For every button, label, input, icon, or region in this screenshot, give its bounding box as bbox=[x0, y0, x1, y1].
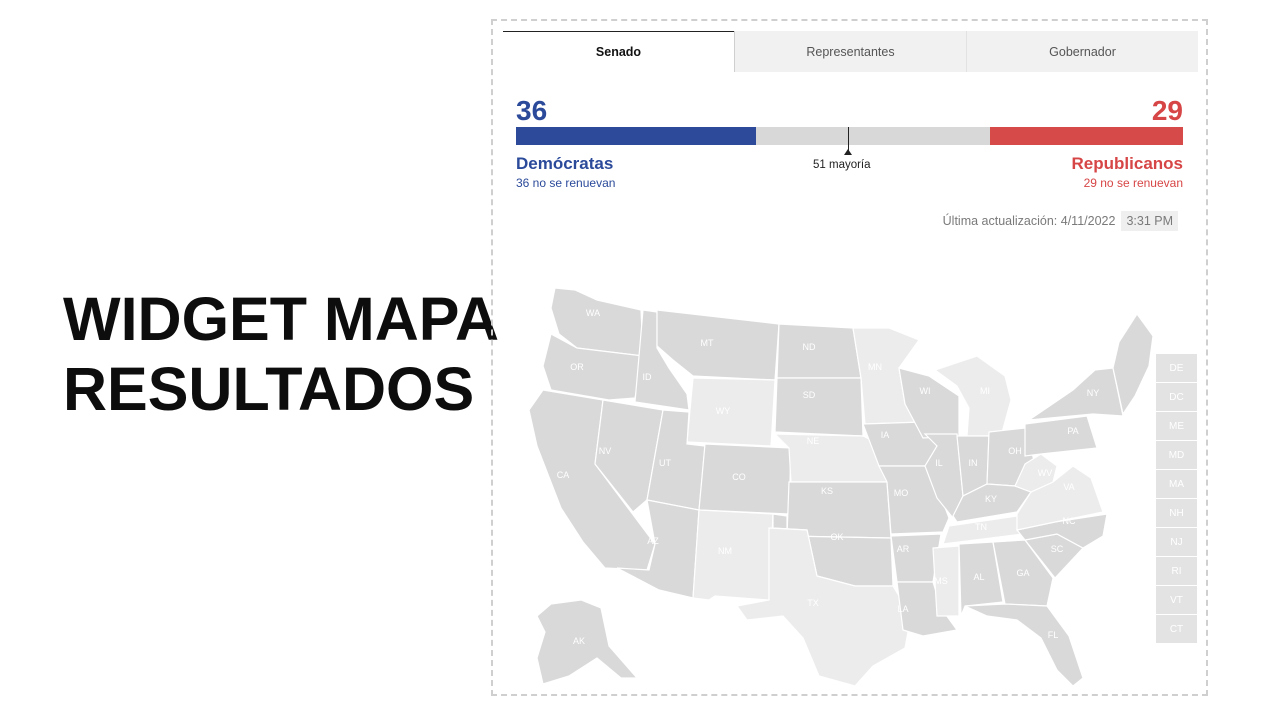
state-label-mi: MI bbox=[980, 386, 990, 396]
state-label-mo: MO bbox=[894, 488, 909, 498]
state-label-ne: NE bbox=[807, 436, 820, 446]
tab-representantes[interactable]: Representantes bbox=[734, 31, 966, 72]
last-updated-label: Última actualización: 4/11/2022 bbox=[942, 214, 1116, 228]
state-label-ut: UT bbox=[659, 458, 671, 468]
state-tx[interactable] bbox=[735, 527, 912, 686]
state-al[interactable] bbox=[958, 541, 1004, 617]
state-nm[interactable] bbox=[692, 509, 774, 601]
small-states-list: DE DC ME MD MA NH NJ RI VT CT bbox=[1156, 354, 1197, 644]
state-label-il: IL bbox=[935, 458, 943, 468]
state-label-az: AZ bbox=[647, 536, 659, 546]
state-label-sd: SD bbox=[803, 390, 816, 400]
hero-title: WIDGET MAPA RESULTADOS bbox=[63, 284, 499, 424]
state-pa[interactable] bbox=[1024, 415, 1098, 457]
hero-title-line1: WIDGET MAPA bbox=[63, 285, 499, 353]
dem-not-up-label: 36 no se renuevan bbox=[516, 176, 616, 190]
state-label-in: IN bbox=[969, 458, 978, 468]
state-label-fl: FL bbox=[1048, 630, 1059, 640]
state-label-mt: MT bbox=[701, 338, 714, 348]
small-state-ma[interactable]: MA bbox=[1156, 470, 1197, 498]
state-label-ms: MS bbox=[934, 576, 948, 586]
state-label-sc: SC bbox=[1051, 544, 1064, 554]
state-label-wy: WY bbox=[716, 406, 731, 416]
state-label-nd: ND bbox=[803, 342, 816, 352]
state-label-ia: IA bbox=[881, 430, 890, 440]
us-map: WA OR CA ID NV MT WY UT AZ CO NM ND SD NE KS OK TX MN IA MO… bbox=[528, 287, 1154, 686]
state-label-la: LA bbox=[897, 604, 908, 614]
majority-label: 51 mayoría bbox=[813, 159, 871, 171]
state-mt[interactable] bbox=[656, 309, 780, 381]
tab-senado[interactable]: Senado bbox=[503, 31, 734, 72]
state-label-al: AL bbox=[973, 572, 984, 582]
majority-triangle-icon bbox=[844, 149, 852, 155]
state-ne-cluster[interactable] bbox=[1112, 312, 1154, 416]
state-label-ks: KS bbox=[821, 486, 833, 496]
state-va[interactable] bbox=[1016, 465, 1104, 531]
dem-party-name: Demócratas bbox=[516, 154, 614, 173]
small-state-dc[interactable]: DC bbox=[1156, 383, 1197, 411]
small-state-nh[interactable]: NH bbox=[1156, 499, 1197, 527]
majority-marker bbox=[848, 127, 849, 151]
state-label-id: ID bbox=[643, 372, 653, 382]
state-label-or: OR bbox=[570, 362, 584, 372]
state-label-nc: NC bbox=[1063, 516, 1076, 526]
rep-not-up-label: 29 no se renuevan bbox=[1083, 176, 1183, 190]
state-label-ak: AK bbox=[573, 636, 585, 646]
state-label-tx: TX bbox=[807, 598, 819, 608]
state-label-nv: NV bbox=[599, 446, 612, 456]
hero-title-line2: RESULTADOS bbox=[63, 355, 475, 423]
results-map-widget: Senado Representantes Gobernador 36 29 5… bbox=[491, 19, 1208, 696]
state-label-ca: CA bbox=[557, 470, 570, 480]
last-updated-time: 3:31 PM bbox=[1121, 211, 1178, 231]
state-label-va: VA bbox=[1063, 482, 1074, 492]
state-fl[interactable] bbox=[964, 603, 1084, 686]
state-label-co: CO bbox=[732, 472, 746, 482]
dem-seat-fill bbox=[516, 127, 757, 145]
state-label-wa: WA bbox=[586, 308, 600, 318]
state-ak[interactable] bbox=[536, 599, 639, 685]
state-label-oh: OH bbox=[1008, 446, 1022, 456]
small-state-de[interactable]: DE bbox=[1156, 354, 1197, 382]
rep-party-name: Republicanos bbox=[1071, 154, 1183, 173]
state-sd[interactable] bbox=[774, 377, 864, 437]
state-label-wi: WI bbox=[920, 386, 931, 396]
tab-gobernador[interactable]: Gobernador bbox=[966, 31, 1198, 72]
rep-seat-count: 29 bbox=[1151, 95, 1183, 126]
small-state-ri[interactable]: RI bbox=[1156, 557, 1197, 585]
state-label-ga: GA bbox=[1016, 568, 1029, 578]
state-ga[interactable] bbox=[992, 539, 1054, 607]
state-ny[interactable] bbox=[1028, 367, 1124, 421]
small-state-ct[interactable]: CT bbox=[1156, 615, 1197, 643]
state-label-ky: KY bbox=[985, 494, 997, 504]
chamber-tabs: Senado Representantes Gobernador bbox=[503, 31, 1198, 72]
state-label-ok: OK bbox=[830, 532, 843, 542]
small-state-vt[interactable]: VT bbox=[1156, 586, 1197, 614]
state-or[interactable] bbox=[542, 333, 644, 401]
small-state-nj[interactable]: NJ bbox=[1156, 528, 1197, 556]
small-state-md[interactable]: MD bbox=[1156, 441, 1197, 469]
state-la[interactable] bbox=[896, 581, 959, 637]
rep-seat-fill bbox=[989, 127, 1183, 145]
state-label-ny: NY bbox=[1087, 388, 1100, 398]
small-state-me[interactable]: ME bbox=[1156, 412, 1197, 440]
state-label-mn: MN bbox=[868, 362, 882, 372]
state-nd[interactable] bbox=[776, 323, 862, 379]
state-label-ar: AR bbox=[897, 544, 910, 554]
state-label-wv: WV bbox=[1038, 468, 1053, 478]
last-updated: Última actualización: 4/11/2022 3:31 PM bbox=[943, 211, 1178, 231]
state-ms[interactable] bbox=[932, 545, 960, 617]
state-label-tn: TN bbox=[975, 522, 987, 532]
state-nv[interactable] bbox=[594, 399, 664, 513]
seat-balance-bar bbox=[516, 127, 1183, 151]
state-wy[interactable] bbox=[686, 377, 776, 447]
dem-seat-count: 36 bbox=[516, 95, 548, 126]
state-label-nm: NM bbox=[718, 546, 732, 556]
state-label-pa: PA bbox=[1067, 426, 1078, 436]
